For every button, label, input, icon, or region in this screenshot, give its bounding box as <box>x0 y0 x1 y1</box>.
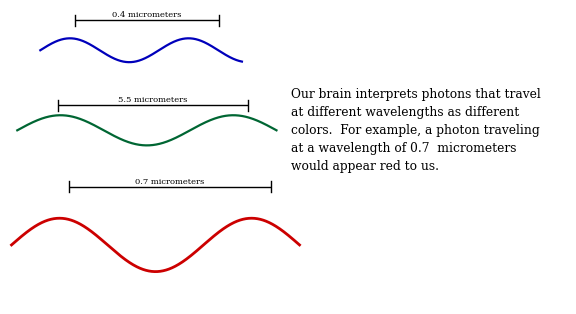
Text: 0.7 micrometers: 0.7 micrometers <box>135 178 204 186</box>
Text: Our brain interprets photons that travel
at different wavelengths as different
c: Our brain interprets photons that travel… <box>291 88 541 173</box>
Text: 5.5 micrometers: 5.5 micrometers <box>118 96 187 104</box>
Text: 0.4 micrometers: 0.4 micrometers <box>112 11 181 19</box>
